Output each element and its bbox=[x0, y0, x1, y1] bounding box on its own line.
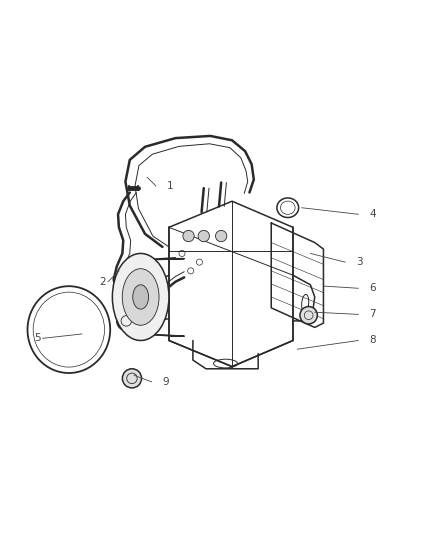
Text: 1: 1 bbox=[167, 181, 173, 191]
Text: 3: 3 bbox=[356, 257, 363, 267]
Ellipse shape bbox=[113, 254, 169, 341]
Circle shape bbox=[300, 306, 318, 324]
Text: 7: 7 bbox=[369, 309, 376, 319]
Text: 9: 9 bbox=[162, 377, 169, 387]
Circle shape bbox=[122, 369, 141, 388]
Text: 6: 6 bbox=[369, 283, 376, 293]
Text: 8: 8 bbox=[369, 335, 376, 345]
Circle shape bbox=[198, 230, 209, 241]
Ellipse shape bbox=[133, 285, 148, 309]
Text: 5: 5 bbox=[34, 333, 41, 343]
Circle shape bbox=[183, 230, 194, 241]
Ellipse shape bbox=[122, 269, 159, 325]
Text: 2: 2 bbox=[99, 277, 106, 287]
Text: 4: 4 bbox=[369, 209, 376, 219]
Circle shape bbox=[117, 311, 136, 330]
Circle shape bbox=[215, 230, 227, 241]
